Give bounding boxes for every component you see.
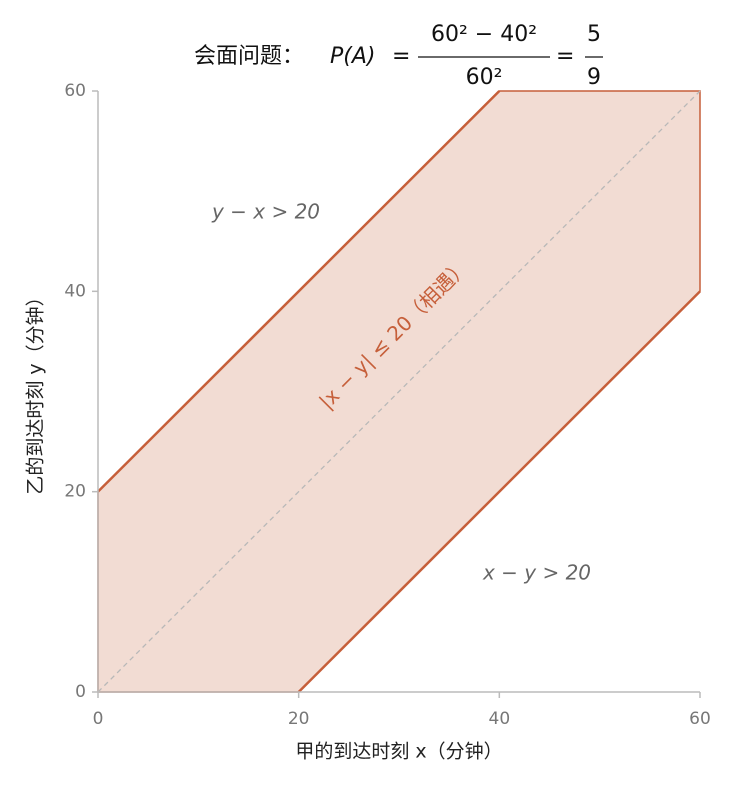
y-axis-label: 乙的到达时刻 y（分钟） — [25, 287, 47, 494]
y-tick-label: 60 — [64, 81, 86, 101]
boundary-line — [97, 90, 701, 693]
title-prefix: 会面问题： — [194, 44, 304, 69]
title-lhs: P(A) — [330, 44, 375, 69]
x-tick-label: 0 — [93, 709, 104, 729]
title-equals: = — [392, 44, 410, 69]
title-result-numerator: 5 — [587, 22, 601, 47]
x-tick-label: 40 — [489, 709, 511, 729]
boundary-line — [97, 90, 501, 493]
annotation: x − y > 20 — [482, 561, 591, 585]
y-tick-label: 40 — [64, 281, 86, 301]
y-tick-label: 0 — [75, 682, 86, 702]
title-numerator: 60² − 40² — [431, 22, 537, 47]
x-axis-label: 甲的到达时刻 x（分钟） — [295, 741, 502, 763]
x-tick-label: 20 — [288, 709, 310, 729]
title: 会面问题： P(A) = 60² − 40² 60² = 5 9 — [194, 22, 603, 90]
title-equals: = — [556, 44, 574, 69]
title-denominator: 60² — [466, 65, 503, 90]
annotation: y − x > 20 — [211, 200, 320, 224]
boundary-line — [297, 290, 701, 693]
title-result-denominator: 9 — [587, 65, 601, 90]
y-tick-label: 20 — [64, 482, 86, 502]
x-tick-label: 60 — [689, 709, 711, 729]
